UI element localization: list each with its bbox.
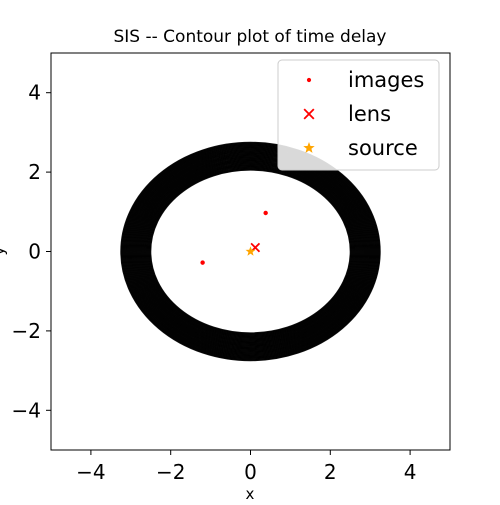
y-tick-label: −2 (12, 319, 41, 343)
y-tick-label: 2 (28, 160, 41, 184)
y-axis-ticks: −4 −2 0 2 4 (12, 81, 51, 422)
legend-label-source: source (348, 136, 418, 160)
x-tick-label: 4 (404, 460, 417, 484)
legend-item-lens: lens (303, 102, 391, 126)
x-tick-label: −4 (76, 460, 105, 484)
y-tick-label: −4 (12, 398, 41, 422)
chart-title: SIS -- Contour plot of time delay (114, 27, 387, 47)
y-axis-label: y (0, 246, 8, 255)
legend-item-source: source (303, 136, 418, 160)
data-points (200, 210, 268, 265)
legend-label-lens: lens (348, 102, 391, 126)
legend-marker-images (306, 77, 312, 83)
images-point (263, 210, 268, 216)
y-tick-label: 0 (28, 240, 41, 264)
legend-label-images: images (348, 68, 424, 92)
legend-box (277, 59, 440, 171)
x-tick-label: 2 (324, 460, 337, 484)
x-tick-label: −2 (156, 460, 185, 484)
y-tick-label: 4 (28, 81, 41, 105)
legend-marker-source (303, 142, 315, 153)
images-point (200, 260, 205, 265)
contour-region (120, 141, 381, 362)
x-axis-label: x (246, 485, 255, 500)
legend: images lens source (277, 59, 440, 171)
legend-marker-lens (303, 108, 315, 120)
x-axis-ticks: −4 −2 0 2 4 (76, 450, 416, 484)
contour-line (120, 141, 381, 362)
legend-item-images: images (306, 68, 424, 92)
source-point (245, 246, 256, 256)
x-tick-label: 0 (244, 460, 257, 484)
